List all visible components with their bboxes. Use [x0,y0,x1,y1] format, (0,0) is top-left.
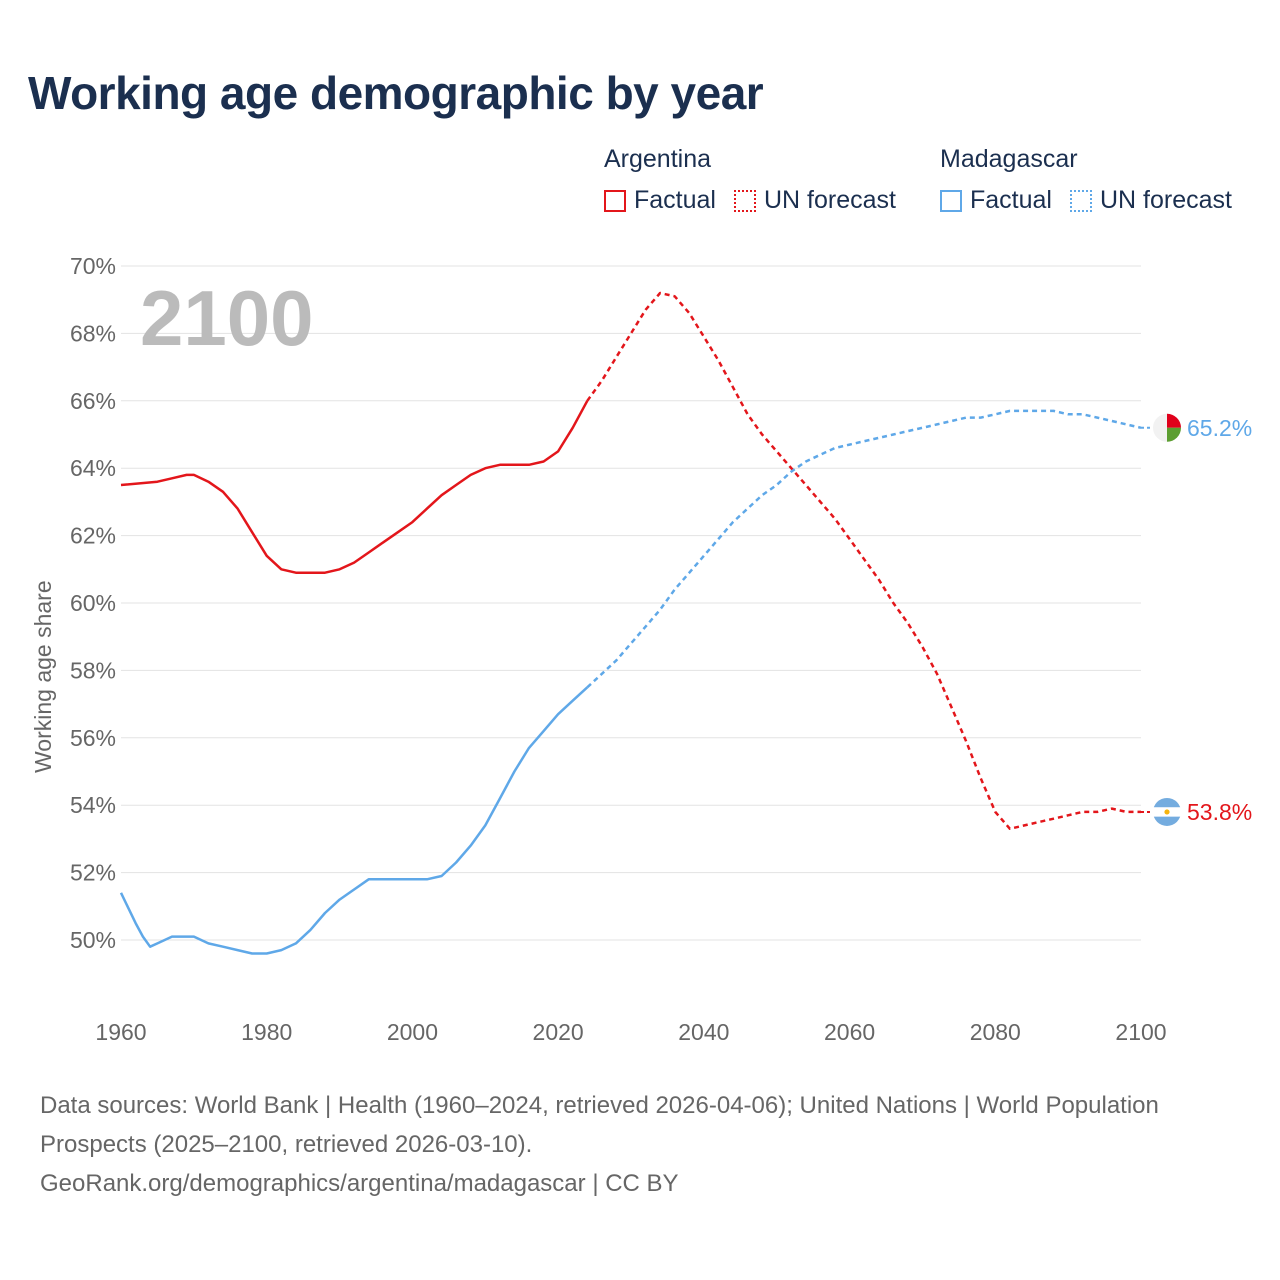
x-tick-label: 2060 [824,1019,875,1045]
legend-swatch-solid [604,189,626,212]
year-overlay-label: 2100 [140,274,314,362]
legend-group-madagascar: Madagascar Factual UN forecast [940,144,1250,215]
madagascar-flag-red [1167,413,1181,428]
y-axis-label: Working age share [30,580,56,773]
x-tick-label: 2040 [678,1019,729,1045]
x-tick-label: 2020 [533,1019,584,1045]
y-tick-label: 54% [70,792,116,818]
line-chart: 50% 52% 54% 56% 58% 60% 62% 64% 66% 68% 70% 1960 198… [30,253,1252,1045]
legend-label: Factual [970,186,1052,214]
legend-swatch-dotted [733,189,756,212]
chart-title: Working age demographic by year [28,67,764,119]
madagascar-forecast-line [586,409,1142,689]
source-link[interactable]: GeoRank.org/demographics/argentina/madag… [40,1170,679,1197]
argentina-end-value-label: 53.8% [1187,799,1252,825]
legend-group-name: Argentina [604,145,712,173]
x-tick-label: 2100 [1115,1019,1166,1045]
y-tick-label: 56% [70,725,116,751]
legend-item-madagascar-forecast[interactable]: UN forecast [1069,186,1232,215]
y-tick-label: 52% [70,860,116,886]
x-tick-label: 2080 [970,1019,1021,1045]
y-tick-label: 64% [70,455,116,481]
data-sources-note: Data sources: World Bank | Health (1960–… [40,1092,1159,1158]
legend-group-argentina: Argentina Factual UN forecast [604,144,914,215]
y-tick-label: 58% [70,657,116,683]
legend-swatch-dotted [1069,189,1092,212]
y-tick-label: 62% [70,523,116,549]
argentina-flag-sun [1164,809,1170,815]
legend-item-argentina-forecast[interactable]: UN forecast [733,186,896,215]
argentina-factual-line [120,400,589,574]
legend-label: UN forecast [1099,186,1232,214]
legend-item-madagascar-factual[interactable]: Factual [940,186,1052,215]
legend-swatch-solid [940,189,962,212]
argentina-forecast-line [586,291,1141,831]
legend-item-argentina-factual[interactable]: Factual [604,186,716,215]
y-tick-label: 66% [70,388,116,414]
footer: Data sources: World Bank | Health (1960–… [40,1086,1190,1203]
madagascar-flag-green [1167,427,1181,442]
y-tick-label: 50% [70,927,116,953]
legend-label: Factual [634,186,716,214]
madagascar-factual-line [119,686,589,955]
x-tick-label: 1980 [241,1019,292,1045]
madagascar-end-value-label: 65.2% [1187,415,1252,441]
y-tick-label: 68% [70,320,116,346]
y-tick-label: 70% [70,253,116,279]
legend-label: UN forecast [763,186,896,214]
x-tick-label: 1960 [95,1019,146,1045]
legend-group-name: Madagascar [940,145,1078,173]
x-tick-label: 2000 [387,1019,438,1045]
y-tick-label: 60% [70,590,116,616]
